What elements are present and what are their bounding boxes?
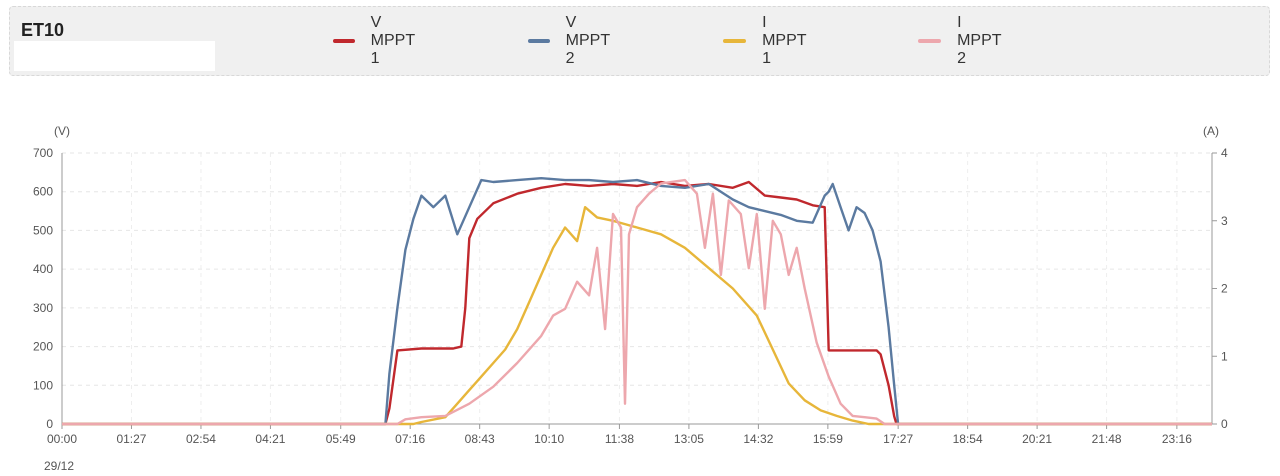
legend-item-i-mppt-1[interactable]: I MPPT 1 [723,14,813,68]
legend-label-v-mppt-1: V MPPT 1 [370,14,415,67]
x-tick-label: 17:27 [883,432,913,446]
y-left-tick-label: 200 [33,340,53,354]
y-right-tick-label: 4 [1221,146,1228,160]
x-tick-label: 18:54 [953,432,983,446]
y-left-tick-label: 100 [33,378,53,392]
legend-item-v-mppt-2[interactable]: V MPPT 2 [528,14,618,68]
x-tick-label: 10:10 [534,432,564,446]
legend-swatch-v-mppt-2 [528,39,550,43]
x-tick-label: 15:59 [813,432,843,446]
series-line-v-mppt-2 [62,177,1212,426]
legend-item-v-mppt-1[interactable]: V MPPT 1 [333,14,423,68]
right-axis-unit: (A) [1203,124,1219,138]
chart-series [62,177,1212,426]
device-title: ET10 [21,20,65,40]
chart-axes: 0 100 200 300 400 500 600 700 0 1 2 3 4 00:00 01:27 02:… [33,146,1228,446]
y-right-tick-label: 2 [1221,282,1228,296]
chart-header-panel: ET10 [9,6,1270,76]
y-right-tick-label: 3 [1221,214,1228,228]
x-tick-label: 20:21 [1022,432,1052,446]
series-line-i-mppt-1 [62,206,1212,426]
y-left-tick-label: 600 [33,185,53,199]
y-left-tick-label: 0 [46,417,53,431]
x-tick-label: 07:16 [395,432,425,446]
y-left-tick-label: 700 [33,146,53,160]
x-tick-label: 04:21 [255,432,285,446]
legend-label-i-mppt-1: I MPPT 1 [762,14,807,67]
x-tick-label: 13:05 [674,432,704,446]
legend-label-v-mppt-2: V MPPT 2 [565,14,610,67]
y-right-tick-label: 0 [1221,417,1228,431]
series-line-i-mppt-2 [62,178,1212,426]
legend-label-i-mppt-2: I MPPT 2 [957,14,1002,67]
x-tick-label: 01:27 [116,432,146,446]
y-left-tick-label: 400 [33,262,53,276]
left-axis-unit: (V) [54,124,70,138]
x-tick-label: 23:16 [1162,432,1192,446]
x-tick-label: 02:54 [186,432,216,446]
legend-swatch-i-mppt-1 [723,39,747,43]
y-right-tick-label: 1 [1221,349,1228,363]
y-left-tick-label: 500 [33,223,53,237]
x-tick-label: 14:32 [743,432,773,446]
legend-item-i-mppt-2[interactable]: I MPPT 2 [918,14,1008,68]
x-tick-label: 11:38 [605,432,634,446]
x-tick-label: 21:48 [1092,432,1122,446]
date-label: 29/12 [44,459,74,473]
x-tick-label: 00:00 [47,432,77,446]
series-line-v-mppt-1 [62,180,1212,426]
legend-swatch-v-mppt-1 [333,39,355,43]
y-left-tick-label: 300 [33,301,53,315]
device-selector-box[interactable] [14,41,215,71]
x-tick-label: 08:43 [465,432,495,446]
chart-grid [61,152,1212,424]
legend-swatch-i-mppt-2 [918,39,942,43]
x-tick-label: 05:49 [326,432,356,446]
